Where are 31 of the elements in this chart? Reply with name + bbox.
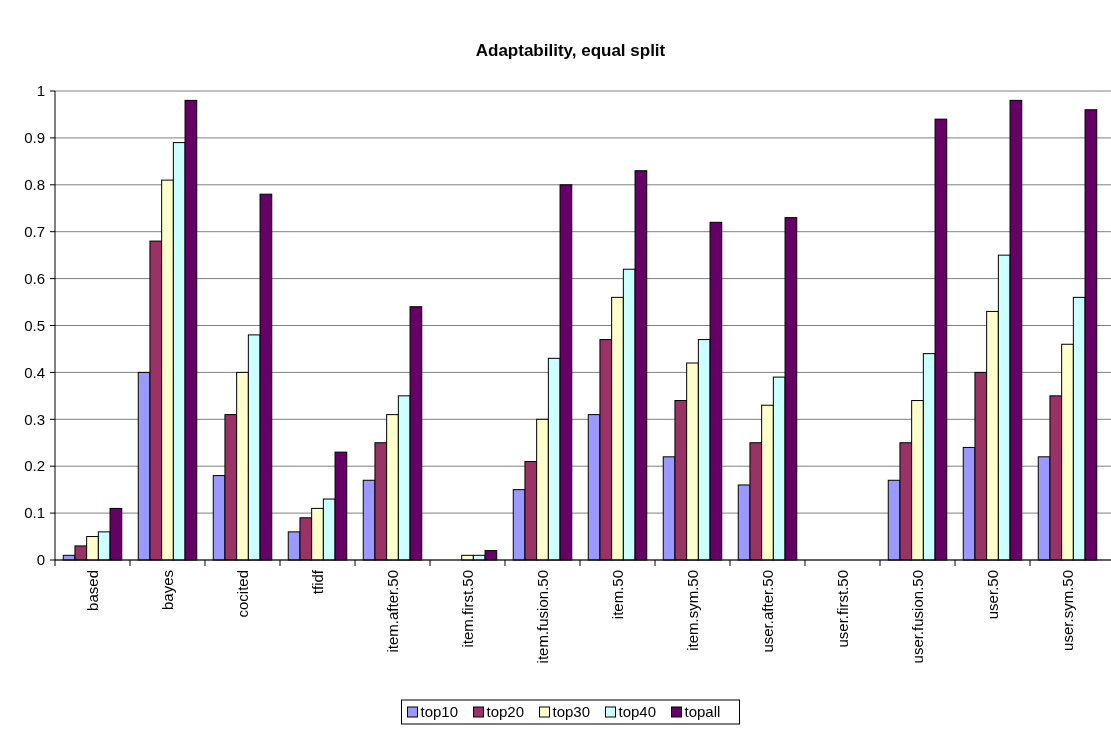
y-tick-label: 0: [36, 551, 45, 569]
y-tick-label: 0.6: [24, 269, 45, 287]
legend-label: top10: [420, 703, 459, 721]
x-tick-label: item.after.50: [383, 570, 401, 653]
x-tick-label: user.after.50: [758, 570, 776, 653]
legend-label: top20: [486, 703, 525, 721]
y-tick-label: 0.5: [24, 316, 45, 334]
x-tick-label: tfidf: [308, 569, 326, 595]
y-tick-label: 1: [36, 82, 45, 100]
x-tick-label: item.50: [608, 570, 626, 620]
legend-label: topall: [684, 703, 721, 721]
y-tick-label: 0.3: [24, 410, 45, 428]
x-tick-label: user.sym.50: [1058, 570, 1076, 651]
x-tick-label: user.fusion.50: [908, 570, 926, 664]
y-tick-label: 0.8: [24, 176, 45, 194]
x-tick-label: item.first.50: [458, 570, 476, 648]
x-tick-label: bayes: [158, 570, 176, 611]
chart-title: Adaptability, equal split: [475, 41, 666, 60]
y-tick-label: 0.4: [24, 363, 45, 381]
x-tick-label: based: [83, 570, 101, 611]
y-tick-label: 0.7: [24, 222, 45, 240]
x-tick-label: cocited: [233, 570, 251, 618]
x-tick-label: item.fusion.50: [533, 570, 551, 664]
x-tick-label: user.first.50: [833, 570, 851, 648]
legend-label: top30: [552, 703, 591, 721]
legend-label: top40: [618, 703, 657, 721]
y-tick-label: 0.2: [24, 457, 45, 475]
y-tick-label: 0.9: [24, 129, 45, 147]
x-tick-label: item.sym.50: [683, 570, 701, 651]
x-tick-label: user.50: [983, 570, 1001, 620]
y-tick-label: 0.1: [24, 504, 45, 522]
